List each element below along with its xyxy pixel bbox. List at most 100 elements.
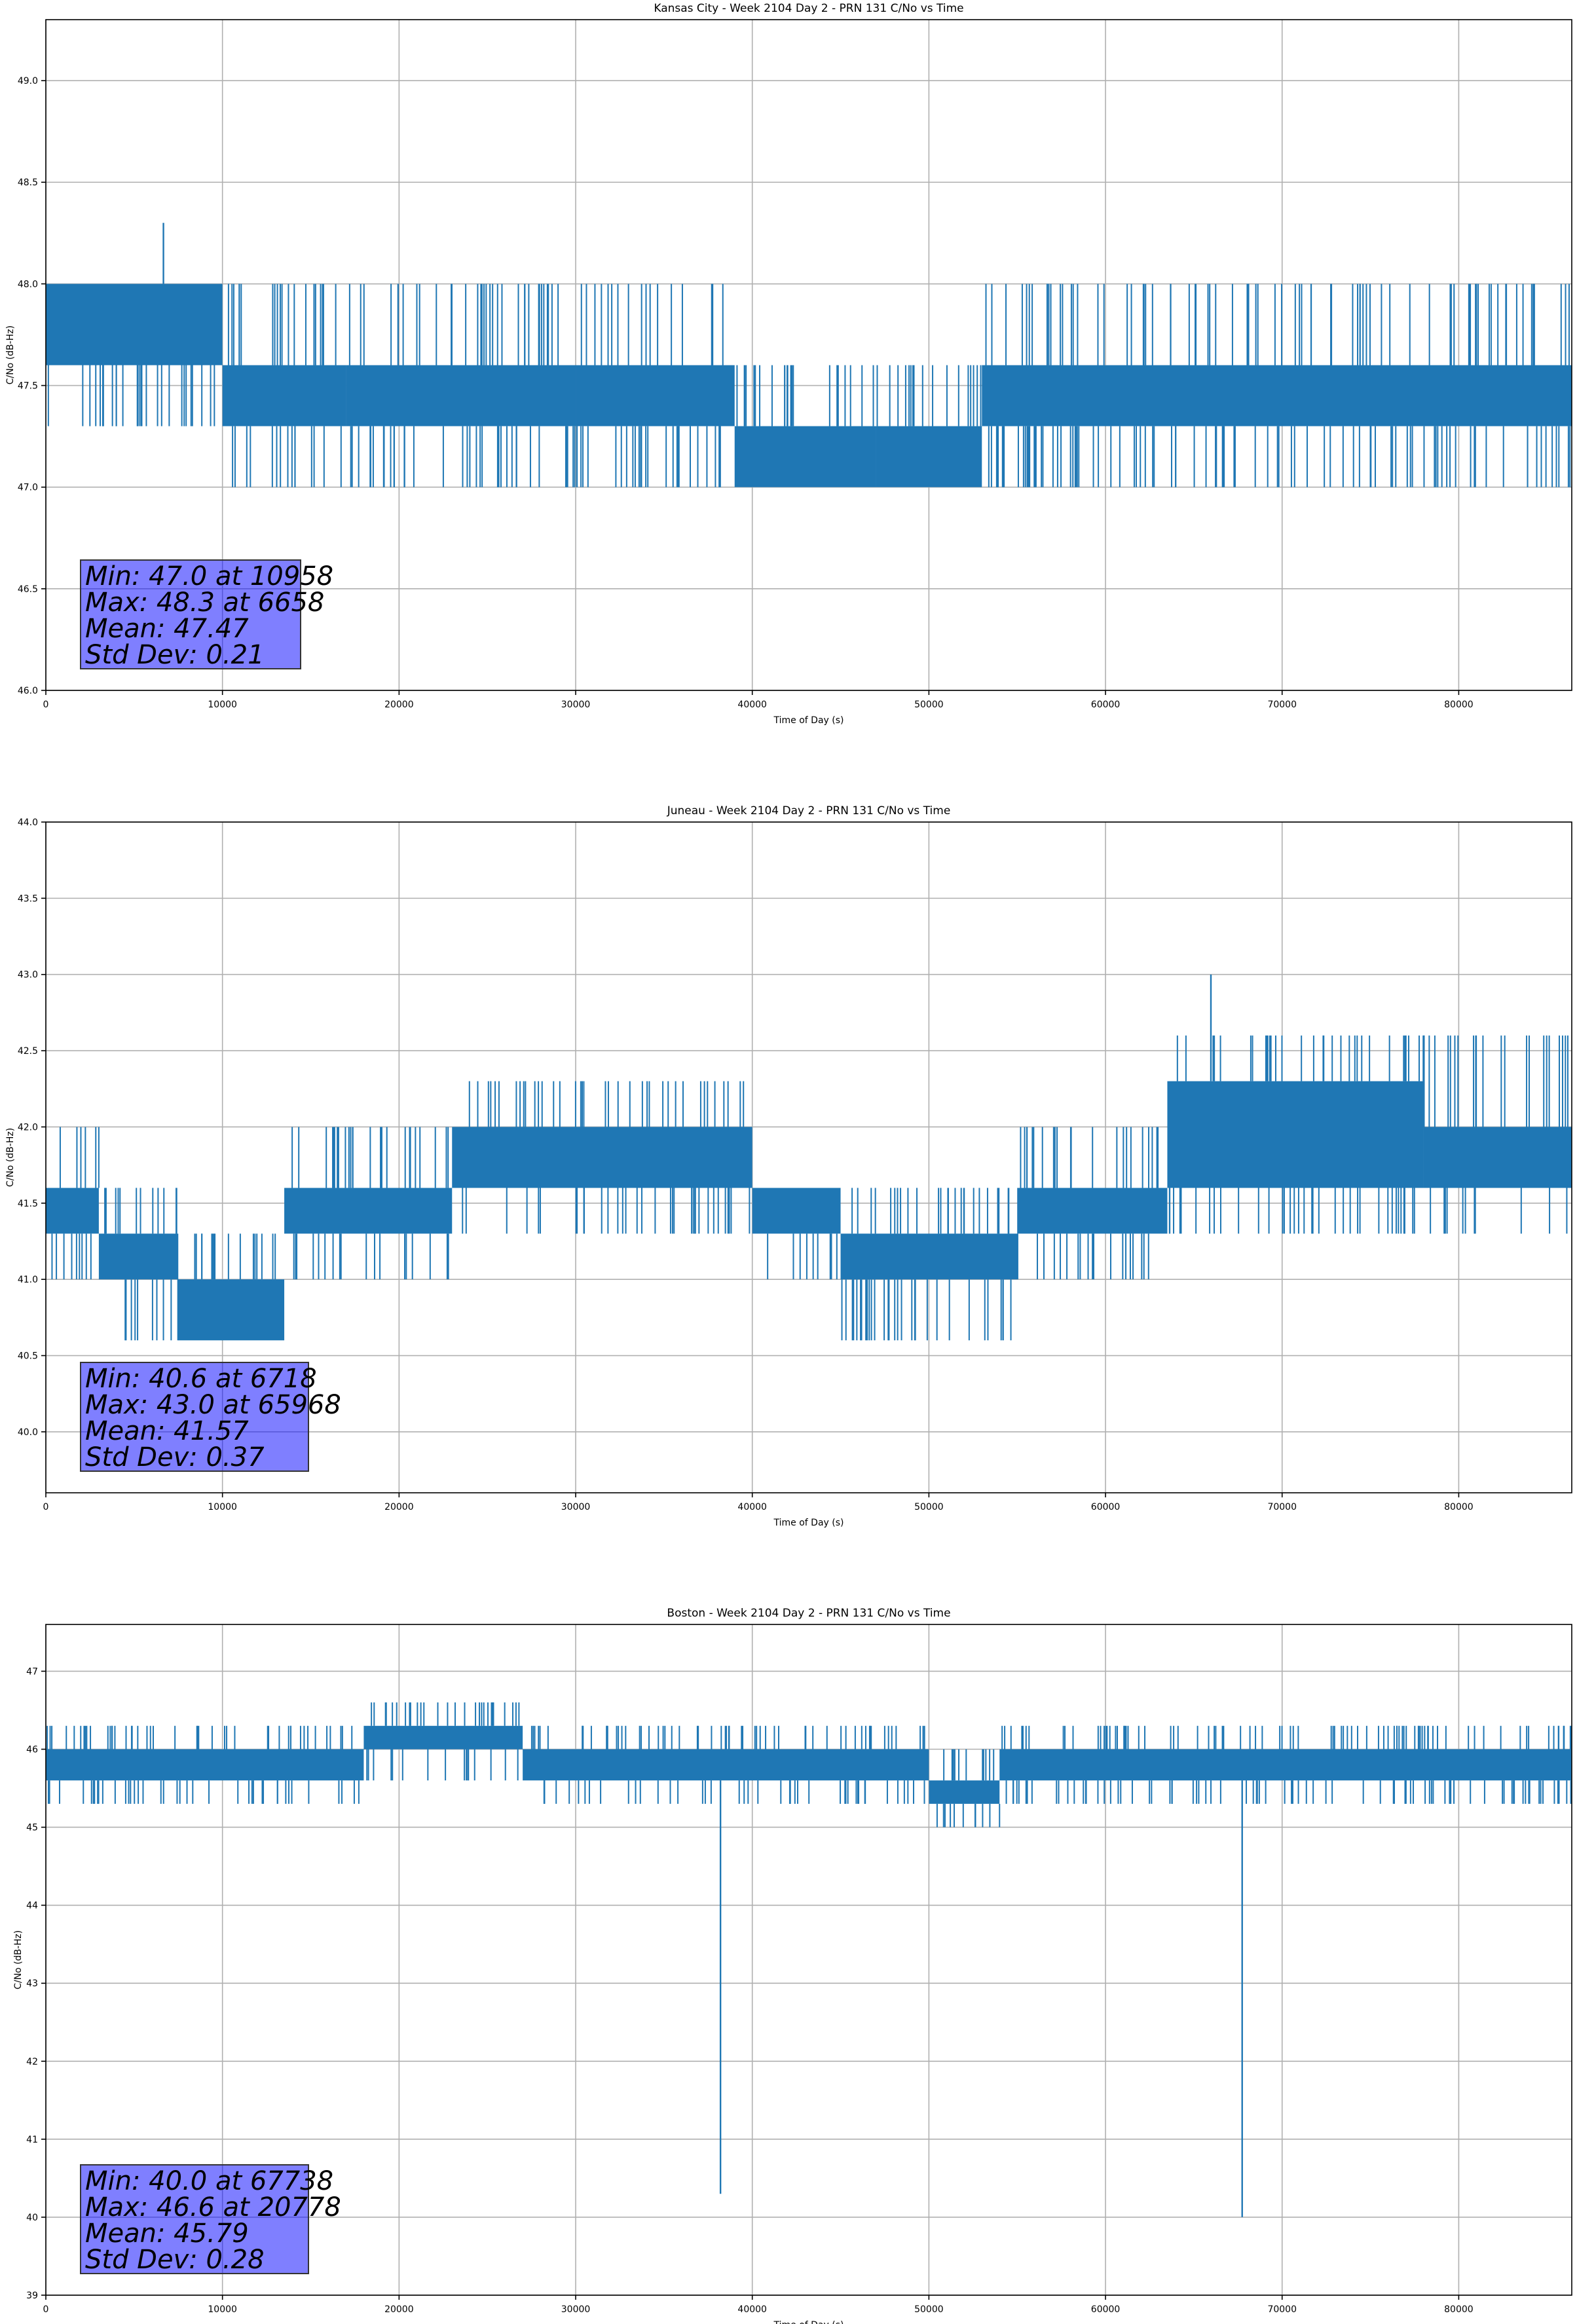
stats-min: Min: 40.6 at 6718 [85, 1364, 317, 1394]
series-band [576, 365, 735, 426]
stats-std: Std Dev: 0.28 [85, 2245, 265, 2275]
x-tick-label: 10000 [208, 700, 237, 710]
series-band [999, 1749, 1572, 1781]
y-tick-label: 47.5 [18, 381, 38, 392]
stats-max: Max: 48.3 at 6658 [85, 588, 325, 618]
y-tick-label: 46 [26, 1745, 38, 1755]
stats-box: Min: 47.0 at 10958 Max: 48.3 at 6658 Mean:… [80, 559, 334, 670]
x-tick-label: 40000 [737, 2304, 767, 2315]
y-tick-label: 46.0 [18, 686, 38, 696]
series-band [1017, 1188, 1168, 1234]
x-tick-label: 40000 [737, 700, 767, 710]
series-band [929, 1780, 1000, 1804]
y-tick-label: 44 [26, 1901, 38, 1911]
x-tick-label: 0 [43, 2304, 49, 2315]
series-band [46, 284, 223, 365]
series-line [46, 1702, 1572, 2217]
y-tick-label: 41.5 [18, 1199, 38, 1209]
plot-frame [45, 1624, 1572, 2296]
x-tick-label: 70000 [1267, 1502, 1297, 1512]
x-tick-label: 50000 [914, 1502, 944, 1512]
stats-mean: Mean: 41.57 [85, 1416, 249, 1446]
plot-frame [45, 19, 1572, 691]
series-band [752, 1188, 841, 1234]
stats-min: Min: 47.0 at 10958 [85, 561, 334, 591]
y-tick-label: 42.5 [18, 1046, 38, 1057]
chart-2: 0 10000 20000 30000 40000 50000 60000 70000 8000… [5, 804, 1572, 1528]
y-tick-label: 40 [26, 2213, 38, 2223]
y-tick-label: 46.5 [18, 584, 38, 595]
series-band [452, 1127, 752, 1188]
series-band [1423, 1127, 1572, 1188]
x-tick-label: 20000 [384, 700, 414, 710]
stats-std: Std Dev: 0.37 [85, 1442, 265, 1472]
stats-box: Min: 40.6 at 6718 Max: 43.0 at 65968 Mean:… [80, 1362, 341, 1472]
series-band [346, 365, 576, 426]
series-band [46, 1188, 99, 1234]
series-band [734, 426, 876, 487]
chart-title: Boston - Week 2104 Day 2 - PRN 131 C/No … [667, 1607, 950, 1620]
y-tick-label: 41.0 [18, 1275, 38, 1285]
series-band [1167, 1081, 1424, 1188]
y-tick-label: 44.0 [18, 817, 38, 828]
y-tick-label: 40.0 [18, 1427, 38, 1438]
series-band [284, 1188, 453, 1234]
series-band [222, 365, 346, 426]
y-tick-label: 45 [26, 1823, 38, 1833]
x-tick-label: 40000 [737, 1502, 767, 1512]
series-band [98, 1233, 179, 1280]
x-tick-label: 80000 [1444, 2304, 1474, 2315]
stats-min: Min: 40.0 at 67738 [85, 2166, 334, 2196]
y-axis-label: C/No (dB-Hz) [5, 326, 16, 384]
y-tick-label: 43.5 [18, 893, 38, 904]
y-tick-label: 42.0 [18, 1122, 38, 1133]
plot-frame [45, 821, 1572, 1493]
chart-1: 0 10000 20000 30000 40000 50000 60000 70000 8000… [5, 2, 1572, 726]
x-tick-label: 80000 [1444, 700, 1474, 710]
y-tick-label: 43.0 [18, 970, 38, 981]
y-tick-label: 47.0 [18, 483, 38, 493]
x-tick-label: 60000 [1091, 1502, 1121, 1512]
x-tick-label: 50000 [914, 2304, 944, 2315]
stats-max: Max: 46.6 at 20778 [85, 2192, 341, 2222]
y-tick-label: 39 [26, 2291, 38, 2301]
chart-title: Juneau - Week 2104 Day 2 - PRN 131 C/No … [667, 804, 951, 817]
stats-max: Max: 43.0 at 65968 [85, 1390, 341, 1420]
x-axis-label: Time of Day (s) [773, 1518, 844, 1528]
stats-box: Min: 40.0 at 67738 Max: 46.6 at 20778 Mean… [80, 2164, 341, 2275]
x-tick-label: 30000 [561, 2304, 591, 2315]
y-tick-label: 48.5 [18, 178, 38, 188]
y-axis-label: C/No (dB-Hz) [5, 1128, 16, 1187]
y-tick-label: 40.5 [18, 1351, 38, 1362]
y-tick-label: 41 [26, 2135, 38, 2145]
y-tick-label: 49.0 [18, 76, 38, 86]
series-line [46, 223, 1572, 487]
series-band [876, 426, 982, 487]
x-tick-label: 30000 [561, 1502, 591, 1512]
y-axis-label: C/No (dB-Hz) [13, 1930, 24, 1989]
x-tick-label: 60000 [1091, 700, 1121, 710]
stats-mean: Mean: 45.79 [85, 2219, 249, 2249]
x-axis-label: Time of Day (s) [773, 715, 844, 726]
x-tick-label: 70000 [1267, 2304, 1297, 2315]
x-tick-label: 70000 [1267, 700, 1297, 710]
x-tick-label: 30000 [561, 700, 591, 710]
stats-std: Std Dev: 0.21 [85, 640, 265, 670]
chart-3: 0 10000 20000 30000 40000 50000 60000 70000 8000… [13, 1607, 1572, 2324]
series-band [982, 365, 1572, 426]
x-tick-label: 10000 [208, 2304, 237, 2315]
y-tick-label: 48.0 [18, 279, 38, 290]
y-tick-label: 43 [26, 1979, 38, 1989]
series-line [46, 974, 1572, 1341]
x-tick-label: 0 [43, 1502, 49, 1512]
stats-mean: Mean: 47.47 [85, 614, 249, 644]
x-tick-label: 80000 [1444, 1502, 1474, 1512]
x-tick-label: 20000 [384, 1502, 414, 1512]
series-band [523, 1749, 929, 1781]
x-axis-label: Time of Day (s) [773, 2320, 844, 2324]
series-band [363, 1725, 523, 1750]
x-tick-label: 50000 [914, 700, 944, 710]
chart-title: Kansas City - Week 2104 Day 2 - PRN 131 … [654, 2, 963, 15]
series-band [178, 1279, 285, 1341]
